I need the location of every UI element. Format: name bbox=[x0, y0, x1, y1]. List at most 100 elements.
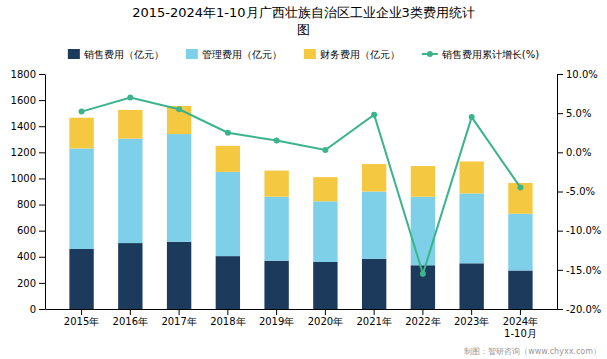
tick-label: -15.0% bbox=[566, 265, 601, 276]
point bbox=[127, 95, 133, 101]
tick-label-line: 2017年 bbox=[161, 316, 196, 327]
tick-mark bbox=[276, 309, 277, 315]
tick: 800 bbox=[17, 199, 45, 210]
point bbox=[79, 109, 85, 115]
bar bbox=[459, 193, 483, 263]
bar bbox=[118, 243, 142, 309]
tick-mark bbox=[130, 309, 131, 315]
axis-line bbox=[45, 75, 46, 310]
legend-label: 管理费用（亿元） bbox=[202, 49, 282, 60]
tick: 1400 bbox=[11, 121, 45, 132]
tick: 2020年 bbox=[308, 309, 343, 327]
tick-label-line: 2020年 bbox=[308, 316, 343, 327]
tick-mark bbox=[39, 257, 45, 258]
tick: 10.0% bbox=[557, 69, 598, 80]
legend-swatch bbox=[68, 49, 80, 59]
legend-swatch bbox=[186, 49, 198, 59]
tick-label: 2017年 bbox=[161, 316, 196, 327]
bar bbox=[264, 261, 288, 309]
bar bbox=[69, 249, 93, 309]
axis-line bbox=[46, 309, 558, 310]
tick-label-line: 2021年 bbox=[356, 316, 391, 327]
tick-label: 2015年 bbox=[64, 316, 99, 327]
tick-mark bbox=[227, 309, 228, 315]
tick-label-line: 2015年 bbox=[64, 316, 99, 327]
bar bbox=[167, 106, 191, 134]
tick: 0 bbox=[30, 304, 45, 315]
tick-mark bbox=[39, 152, 45, 153]
tick-label-line: 2018年 bbox=[210, 316, 245, 327]
tick-mark bbox=[374, 309, 375, 315]
tick-mark bbox=[557, 113, 563, 114]
bar bbox=[313, 262, 337, 309]
tick: 2022年 bbox=[405, 309, 440, 327]
title: 2015-2024年1-10月广西壮族自治区工业企业3类费用统计 bbox=[132, 5, 475, 20]
tick-label-line: 2019年 bbox=[259, 316, 294, 327]
point bbox=[517, 185, 523, 191]
tick-mark bbox=[39, 283, 45, 284]
tick-label-line: 2024年 bbox=[503, 316, 538, 327]
marks bbox=[69, 95, 532, 310]
tick-label: 0 bbox=[30, 304, 36, 315]
tick-label-line: 2016年 bbox=[113, 316, 148, 327]
tick-label: -5.0% bbox=[566, 186, 595, 197]
point bbox=[176, 106, 182, 112]
tick: 600 bbox=[17, 225, 45, 236]
x-axis: 2015年 2016年 2017年 2018年 2019年 2020年 2021年 2022年… bbox=[46, 309, 558, 339]
bar bbox=[69, 148, 93, 249]
legend-item: 管理费用（亿元） bbox=[186, 49, 282, 60]
legend-swatch bbox=[304, 49, 316, 59]
tick-mark bbox=[422, 309, 423, 315]
bar bbox=[459, 161, 483, 193]
bar bbox=[264, 171, 288, 197]
bar bbox=[69, 118, 93, 149]
tick: 2016年 bbox=[113, 309, 148, 327]
chart: 2015-2024年1-10月广西壮族自治区工业企业3类费用统计图 0 200 400… bbox=[0, 0, 607, 359]
tick-mark bbox=[557, 270, 563, 271]
tick-label-line: 1-10月 bbox=[504, 328, 537, 339]
tick-label: -20.0% bbox=[566, 304, 601, 315]
tick-label: 2020年 bbox=[308, 316, 343, 327]
tick: 5.0% bbox=[557, 108, 591, 119]
tick-label: 1400 bbox=[11, 121, 36, 132]
tick: 0.0% bbox=[557, 147, 591, 158]
tick: 400 bbox=[17, 251, 45, 262]
tick-mark bbox=[557, 192, 563, 193]
bar bbox=[508, 183, 532, 214]
tick: -15.0% bbox=[557, 265, 601, 276]
point bbox=[322, 147, 328, 153]
bar bbox=[362, 192, 386, 259]
tick-mark bbox=[39, 126, 45, 127]
legend-item: 销售费用（亿元） bbox=[68, 49, 164, 60]
legend-item: 财务费用（亿元） bbox=[304, 49, 400, 60]
tick-label: 2021年 bbox=[356, 316, 391, 327]
bar bbox=[508, 214, 532, 271]
tick: -5.0% bbox=[557, 186, 595, 197]
tick-label: 0.0% bbox=[566, 147, 591, 158]
bar bbox=[167, 242, 191, 309]
tick-mark bbox=[39, 100, 45, 101]
tick-mark bbox=[471, 309, 472, 315]
tick-mark bbox=[39, 178, 45, 179]
tick: 2024年1-10月 bbox=[503, 309, 538, 339]
plot: 020040060080010001200140016001800-20.0%-… bbox=[11, 69, 602, 339]
tick-mark bbox=[39, 231, 45, 232]
legend: 销售费用（亿元） 管理费用（亿元） 财务费用（亿元） 销售费用累计增长(%) bbox=[68, 49, 539, 60]
line-points bbox=[79, 95, 524, 277]
tick-mark bbox=[81, 309, 82, 315]
tick: -20.0% bbox=[557, 304, 601, 315]
tick-label: 1600 bbox=[11, 95, 36, 106]
tick-mark bbox=[557, 152, 563, 153]
bar bbox=[362, 259, 386, 309]
tick: 2023年 bbox=[454, 309, 489, 327]
bar bbox=[411, 166, 435, 197]
tick-mark bbox=[39, 309, 45, 310]
legend-label: 销售费用累计增长(%) bbox=[441, 49, 539, 60]
subtitle: 图 bbox=[297, 22, 310, 37]
legend-label: 销售费用（亿元） bbox=[83, 49, 164, 60]
tick-label: 2024年1-10月 bbox=[503, 316, 538, 339]
tick: 2015年 bbox=[64, 309, 99, 327]
tick-label-line: 2022年 bbox=[405, 316, 440, 327]
tick: 200 bbox=[17, 278, 45, 289]
bar bbox=[313, 177, 337, 201]
